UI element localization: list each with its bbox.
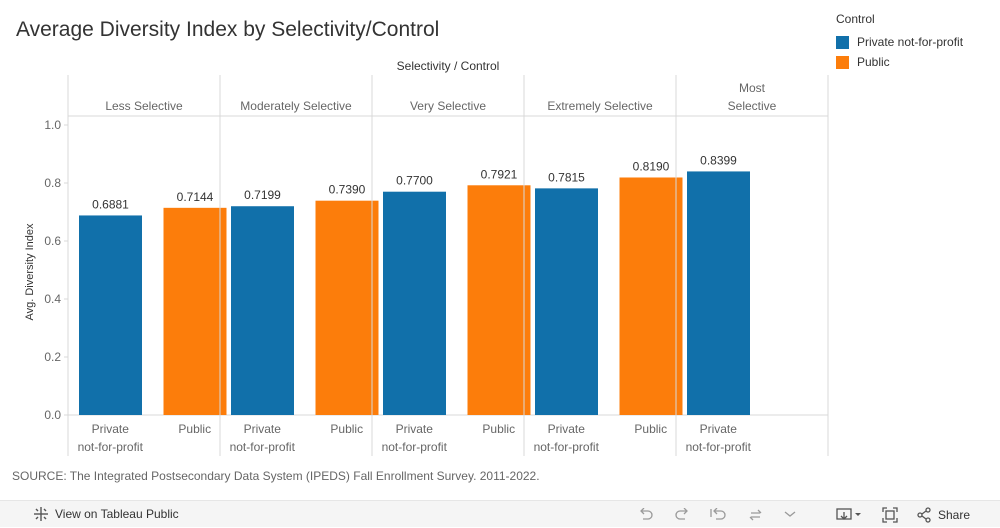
column-header-label: Selectivity / Control [397,59,500,73]
group-header-label: Very Selective [410,99,486,113]
y-tick-label: 0.2 [44,350,61,364]
bar-value-label: 0.7815 [548,170,585,184]
bar [619,177,683,415]
y-tick-label: 0.4 [44,292,61,306]
bar [231,206,294,415]
bar-value-label: 0.7921 [481,167,518,181]
y-tick-label: 1.0 [44,118,61,132]
x-tick-label: Public [330,422,363,436]
bar [163,207,227,415]
x-tick-label: Public [634,422,667,436]
share-button[interactable]: Share [916,506,970,523]
share-label: Share [937,507,970,522]
legend: Control Private not-for-profit Public [836,12,963,72]
footer-toolbar: View on Tableau Public Share [0,500,1000,527]
y-axis-label: Avg. Diversity Index [24,223,36,321]
bar-value-label: 0.8190 [633,159,670,173]
bar [315,200,379,415]
bar-chart: Selectivity / Control 0.0 0.2 0.4 0.6 0.8 1.0 A… [24,59,829,456]
bar-value-label: 0.7390 [329,183,366,197]
group-header-label: Most [739,81,766,95]
x-tick-label: not-for-profit [534,440,600,454]
legend-title: Control [836,12,875,26]
refresh-icon[interactable] [748,508,764,522]
undo-icon[interactable] [638,507,654,522]
x-tick-label: Private [548,422,586,436]
legend-item-private[interactable]: Private not-for-profit [836,32,963,52]
bar [383,191,446,415]
x-tick-label: Public [178,422,211,436]
bar-value-label: 0.7199 [244,188,281,202]
view-on-tableau-label: View on Tableau Public [55,507,179,521]
chart-title: Average Diversity Index by Selectivity/C… [16,18,440,41]
y-tick-label: 0.0 [44,408,61,422]
x-tick-label: not-for-profit [230,440,296,454]
pause-icon[interactable] [784,508,796,522]
fullscreen-icon[interactable] [882,506,898,523]
bar-value-label: 0.6881 [92,197,129,211]
bar-value-label: 0.8399 [700,153,737,167]
revert-icon[interactable] [710,507,728,522]
view-on-tableau-link[interactable]: View on Tableau Public [33,506,179,522]
bar-value-label: 0.7700 [396,174,433,188]
legend-swatch-private [836,35,849,49]
tableau-logo-icon [34,507,48,521]
x-tick-label: Private [244,422,282,436]
legend-label-public: Public [857,55,890,69]
group-header-label: Less Selective [105,99,183,113]
legend-item-public[interactable]: Public [836,52,963,72]
bar [467,185,531,415]
legend-swatch-public [836,55,849,69]
x-tick-label: not-for-profit [382,440,448,454]
source-note: SOURCE: The Integrated Postsecondary Dat… [12,469,540,483]
bar [79,215,142,415]
x-tick-label: Private [396,422,434,436]
legend-label-private: Private not-for-profit [857,35,964,49]
group-header-label: Selective [728,99,777,113]
group-header-label: Moderately Selective [240,99,352,113]
share-icon [917,506,931,523]
download-icon[interactable] [836,507,862,522]
x-tick-label: Private [700,422,738,436]
bar [687,171,750,415]
x-tick-label: not-for-profit [78,440,144,454]
y-tick-label: 0.8 [44,176,61,190]
x-tick-label: Public [482,422,515,436]
y-tick-label: 0.6 [44,234,61,248]
toolbar-icons: Share [618,501,970,528]
bar-value-label: 0.7144 [177,190,214,204]
bar [535,188,598,415]
x-tick-label: Private [92,422,130,436]
group-header-label: Extremely Selective [547,99,653,113]
redo-icon[interactable] [674,507,690,522]
x-tick-label: not-for-profit [686,440,752,454]
